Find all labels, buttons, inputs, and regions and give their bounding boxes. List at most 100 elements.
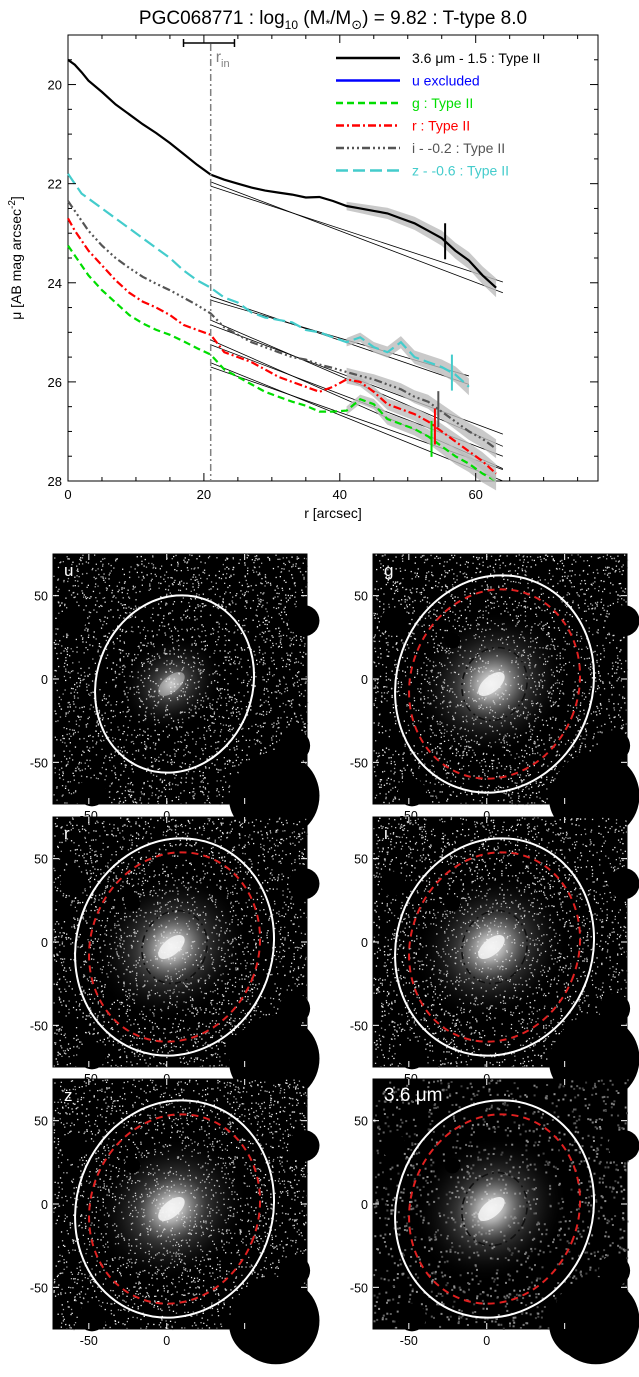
mask-circle <box>444 632 461 649</box>
galaxy-core <box>478 1197 505 1221</box>
y-tick-label: 26 <box>48 375 62 390</box>
x-tick-label: 40 <box>333 487 347 502</box>
mask-circle <box>444 1157 461 1174</box>
break-ellipse <box>408 1113 582 1305</box>
panel-y-tick-label: -50 <box>350 1281 368 1295</box>
mask-circle <box>77 778 106 807</box>
mask-circle <box>124 1157 141 1174</box>
x-axis-label: r [arcsec] <box>304 505 362 521</box>
mask-circle <box>549 1289 618 1359</box>
mask-circle <box>77 1041 106 1070</box>
panel-y-tick-label: 50 <box>354 590 368 604</box>
y-tick-label: 22 <box>48 177 62 192</box>
panel-x-tick-label: -50 <box>80 1334 98 1348</box>
panel-y-tick-label: -50 <box>350 756 368 770</box>
mask-circle <box>608 1130 639 1162</box>
mask-circle <box>608 605 639 637</box>
legend-entry: g : Type II <box>412 95 473 111</box>
series-line <box>67 58 497 289</box>
mask-circle <box>124 895 141 912</box>
y-tick-label: 20 <box>48 78 62 93</box>
panel-x-tick-label: 50 <box>558 1334 572 1348</box>
inner-ellipse <box>461 909 528 985</box>
series-line <box>67 217 497 475</box>
panel-band-label: 3.6 μm <box>384 1085 442 1106</box>
panel-y-tick-label: 50 <box>34 590 48 604</box>
panel-y-tick-label: 0 <box>361 1198 368 1212</box>
profile-plot: rin 0 20 40 60 20 22 24 26 28 3.6 μm - 1.5 : Typ… <box>7 34 599 521</box>
outer-ellipse <box>74 1099 276 1319</box>
legend-entry: z - -0.6 : Type II <box>412 163 509 179</box>
panel-y-tick-label: 0 <box>361 673 368 687</box>
galaxy-core <box>478 672 505 696</box>
panel-x-tick-label: 0 <box>483 1334 490 1348</box>
break-ellipse <box>88 851 262 1043</box>
outer-ellipse <box>74 837 276 1057</box>
mask-circle <box>380 871 406 897</box>
rin-label: rin <box>216 49 230 70</box>
fit-outer-line <box>210 181 504 294</box>
mask-circle <box>444 895 461 912</box>
panel-x-tick-label: 50 <box>238 1334 252 1348</box>
mask-circle <box>397 1303 426 1332</box>
mask-circle <box>397 778 426 807</box>
panel-y-tick-label: 50 <box>354 853 368 867</box>
panel-y-tick-label: 50 <box>34 853 48 867</box>
series-line <box>67 244 497 482</box>
image-panel-5: z -50 0 50 50 0 -50 <box>30 1078 320 1365</box>
x-tick-label: 0 <box>64 487 71 502</box>
panel-band-label: i <box>384 824 388 843</box>
y-tick-label: 24 <box>48 276 62 291</box>
legend: 3.6 μm - 1.5 : Type II u excluded g : Type… <box>336 50 540 179</box>
break-ellipse <box>88 1113 262 1305</box>
panel-y-tick-label: -50 <box>30 1019 48 1033</box>
panel-band-label: z <box>64 1086 73 1105</box>
mask-circle <box>77 1303 106 1332</box>
image-panel-6: 3.6 μm -50 0 50 50 0 -50 <box>350 1078 639 1365</box>
mask-circle <box>288 605 320 637</box>
inner-ellipse <box>461 646 528 722</box>
break-ellipse <box>408 588 582 780</box>
y-tick-label: 28 <box>48 474 62 489</box>
mask-circle <box>124 632 141 649</box>
legend-entry: r : Type II <box>412 118 470 134</box>
panel-y-tick-label: -50 <box>30 1281 48 1295</box>
mask-circle <box>60 871 86 897</box>
panel-y-tick-label: 0 <box>361 936 368 950</box>
legend-entry: u excluded <box>412 73 480 89</box>
panel-y-tick-label: 0 <box>41 1198 48 1212</box>
panel-y-tick-label: -50 <box>350 1019 368 1033</box>
panel-y-tick-label: 50 <box>34 1115 48 1129</box>
break-ellipse <box>408 851 582 1043</box>
mask-circle <box>229 1289 298 1359</box>
chart-title: PGC068771 : log10 (M*/M⊙) = 9.82 : T-typ… <box>139 8 527 32</box>
outer-ellipse <box>94 594 256 774</box>
panel-band-label: u <box>64 561 73 580</box>
mask-circle <box>60 608 86 634</box>
outer-ellipse <box>394 574 596 794</box>
image-panels: u -50 0 50 50 0 -50 g -50 0 50 50 0 -50 r -50 0 50 50 0 -50 i… <box>30 553 639 1365</box>
series-uncertainty-band <box>346 394 497 491</box>
panel-y-tick-label: 50 <box>354 1115 368 1129</box>
fit-inner-line <box>210 185 503 283</box>
mask-circle <box>380 608 406 634</box>
galaxy-core <box>158 935 185 959</box>
mask-circle <box>288 868 320 900</box>
panel-x-tick-label: 0 <box>163 1334 170 1348</box>
galaxy-core <box>478 935 505 959</box>
inner-ellipse <box>461 1171 528 1247</box>
x-tick-label: 60 <box>468 487 482 502</box>
mask-circle <box>549 764 618 834</box>
panel-x-tick-label: -50 <box>400 1334 418 1348</box>
panel-y-tick-label: 0 <box>41 673 48 687</box>
series-line <box>67 200 497 450</box>
mask-circle <box>608 868 639 900</box>
outer-ellipse <box>394 1099 596 1319</box>
series-uncertainty-band <box>346 201 497 298</box>
legend-entry: 3.6 μm - 1.5 : Type II <box>412 50 540 66</box>
panel-band-label: r <box>64 824 70 843</box>
